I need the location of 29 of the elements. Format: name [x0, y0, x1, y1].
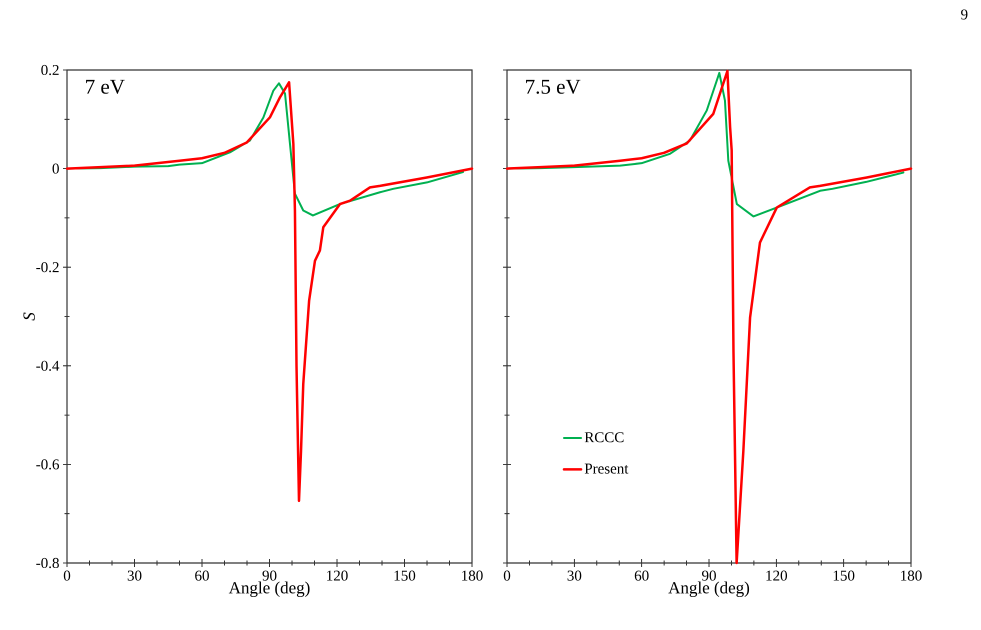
chart-title: 7.5 eV	[526, 80, 580, 94]
x-tick-label: 150	[834, 570, 854, 581]
x-tick-label: 120	[327, 570, 348, 581]
x-tick-label: 120	[766, 570, 788, 581]
y-tick-label: 0.2	[41, 64, 59, 76]
legend-label: Present	[584, 464, 628, 474]
x-tick-label: 150	[394, 570, 416, 581]
x-axis-title: Angle (deg)	[668, 582, 750, 597]
y-tick-label: -0.6	[36, 459, 60, 470]
x-tick-label: 90	[702, 570, 716, 581]
legend-label: RCCC	[584, 432, 624, 442]
x-tick-label: 60	[634, 570, 649, 581]
x-tick-label: 0	[64, 570, 70, 581]
line-series	[66, 81, 474, 502]
x-tick-label: 30	[128, 570, 142, 581]
y-tick-label: -0.2	[36, 262, 59, 272]
y-tick-label: 0	[52, 164, 59, 174]
x-tick-label: 180	[462, 570, 483, 581]
x-tick-label: 60	[195, 570, 209, 581]
text: 9	[961, 9, 968, 20]
y-tick-label: -0.8	[36, 558, 59, 568]
chart-title: 7 eV	[86, 80, 125, 94]
x-tick-label: 90	[262, 570, 276, 581]
y-axis-title: S	[23, 312, 35, 321]
x-tick-label: 0	[504, 570, 510, 581]
y-tick-label: -0.4	[36, 360, 60, 371]
x-tick-label: 30	[568, 570, 582, 581]
x-tick-label: 180	[901, 570, 922, 581]
x-axis-title: Angle (deg)	[228, 582, 310, 597]
